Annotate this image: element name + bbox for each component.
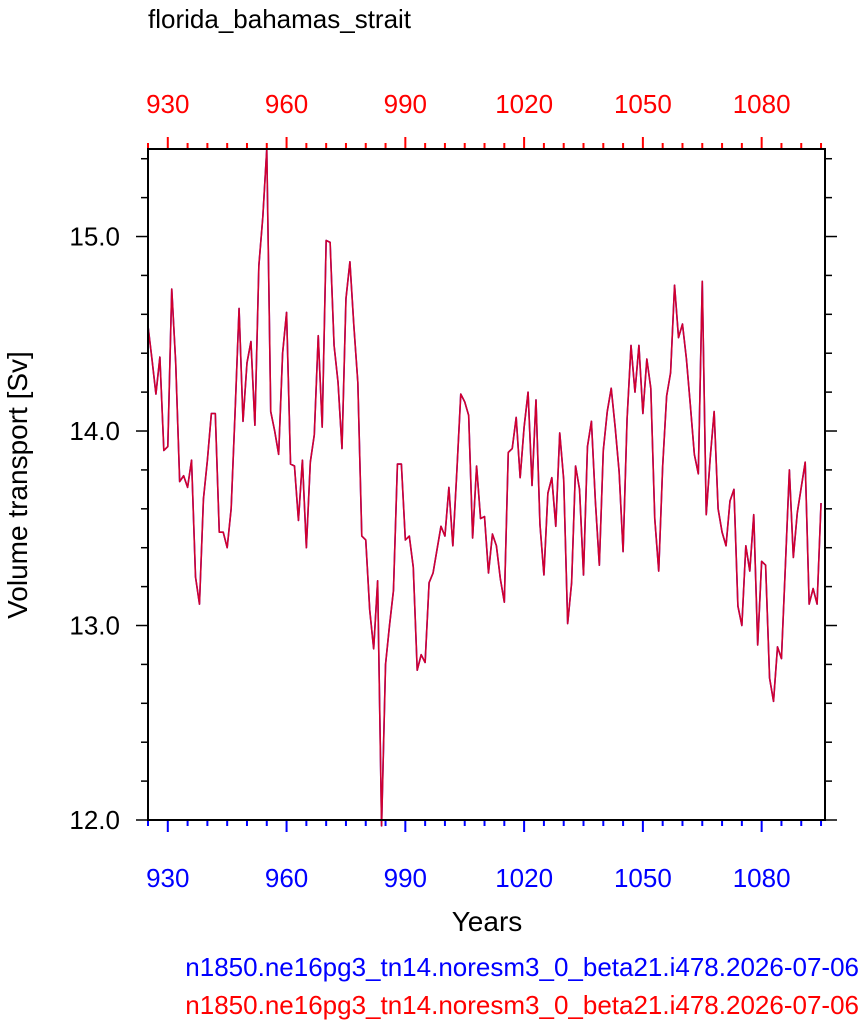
x-tick-label-top: 1020 bbox=[495, 89, 553, 119]
y-tick-label: 12.0 bbox=[69, 805, 120, 835]
x-tick-label-top: 1080 bbox=[733, 89, 791, 119]
series-line-blue bbox=[147, 148, 822, 827]
x-tick-label-bottom: 990 bbox=[384, 863, 427, 893]
axis-ticks bbox=[136, 137, 837, 832]
x-tick-label-bottom: 930 bbox=[146, 863, 189, 893]
y-tick-label: 15.0 bbox=[69, 222, 120, 252]
x-tick-label-top: 1050 bbox=[614, 89, 672, 119]
series-line-red bbox=[147, 148, 822, 827]
x-tick-label-top: 990 bbox=[384, 89, 427, 119]
x-tick-label-bottom: 1020 bbox=[495, 863, 553, 893]
legend-entry-red: n1850.ne16pg3_tn14.noresm3_0_beta21.i478… bbox=[185, 990, 859, 1020]
series-lines bbox=[147, 148, 822, 827]
y-tick-label: 14.0 bbox=[69, 416, 120, 446]
x-tick-label-bottom: 1050 bbox=[614, 863, 672, 893]
legend-entry-blue: n1850.ne16pg3_tn14.noresm3_0_beta21.i478… bbox=[185, 952, 859, 982]
plot-frame bbox=[147, 148, 826, 821]
y-tick-label: 13.0 bbox=[69, 611, 120, 641]
x-axis-label: Years bbox=[452, 906, 523, 937]
x-tick-label-bottom: 1080 bbox=[733, 863, 791, 893]
x-tick-label-bottom: 960 bbox=[265, 863, 308, 893]
y-axis-label: Volume transport [Sv] bbox=[2, 351, 33, 619]
chart-title: florida_bahamas_strait bbox=[148, 4, 412, 34]
axis-labels: 930 930 960 960 990 990 1020 1020 1050 1050 1080 10… bbox=[69, 89, 790, 893]
x-tick-label-top: 930 bbox=[146, 89, 189, 119]
x-tick-label-top: 960 bbox=[265, 89, 308, 119]
